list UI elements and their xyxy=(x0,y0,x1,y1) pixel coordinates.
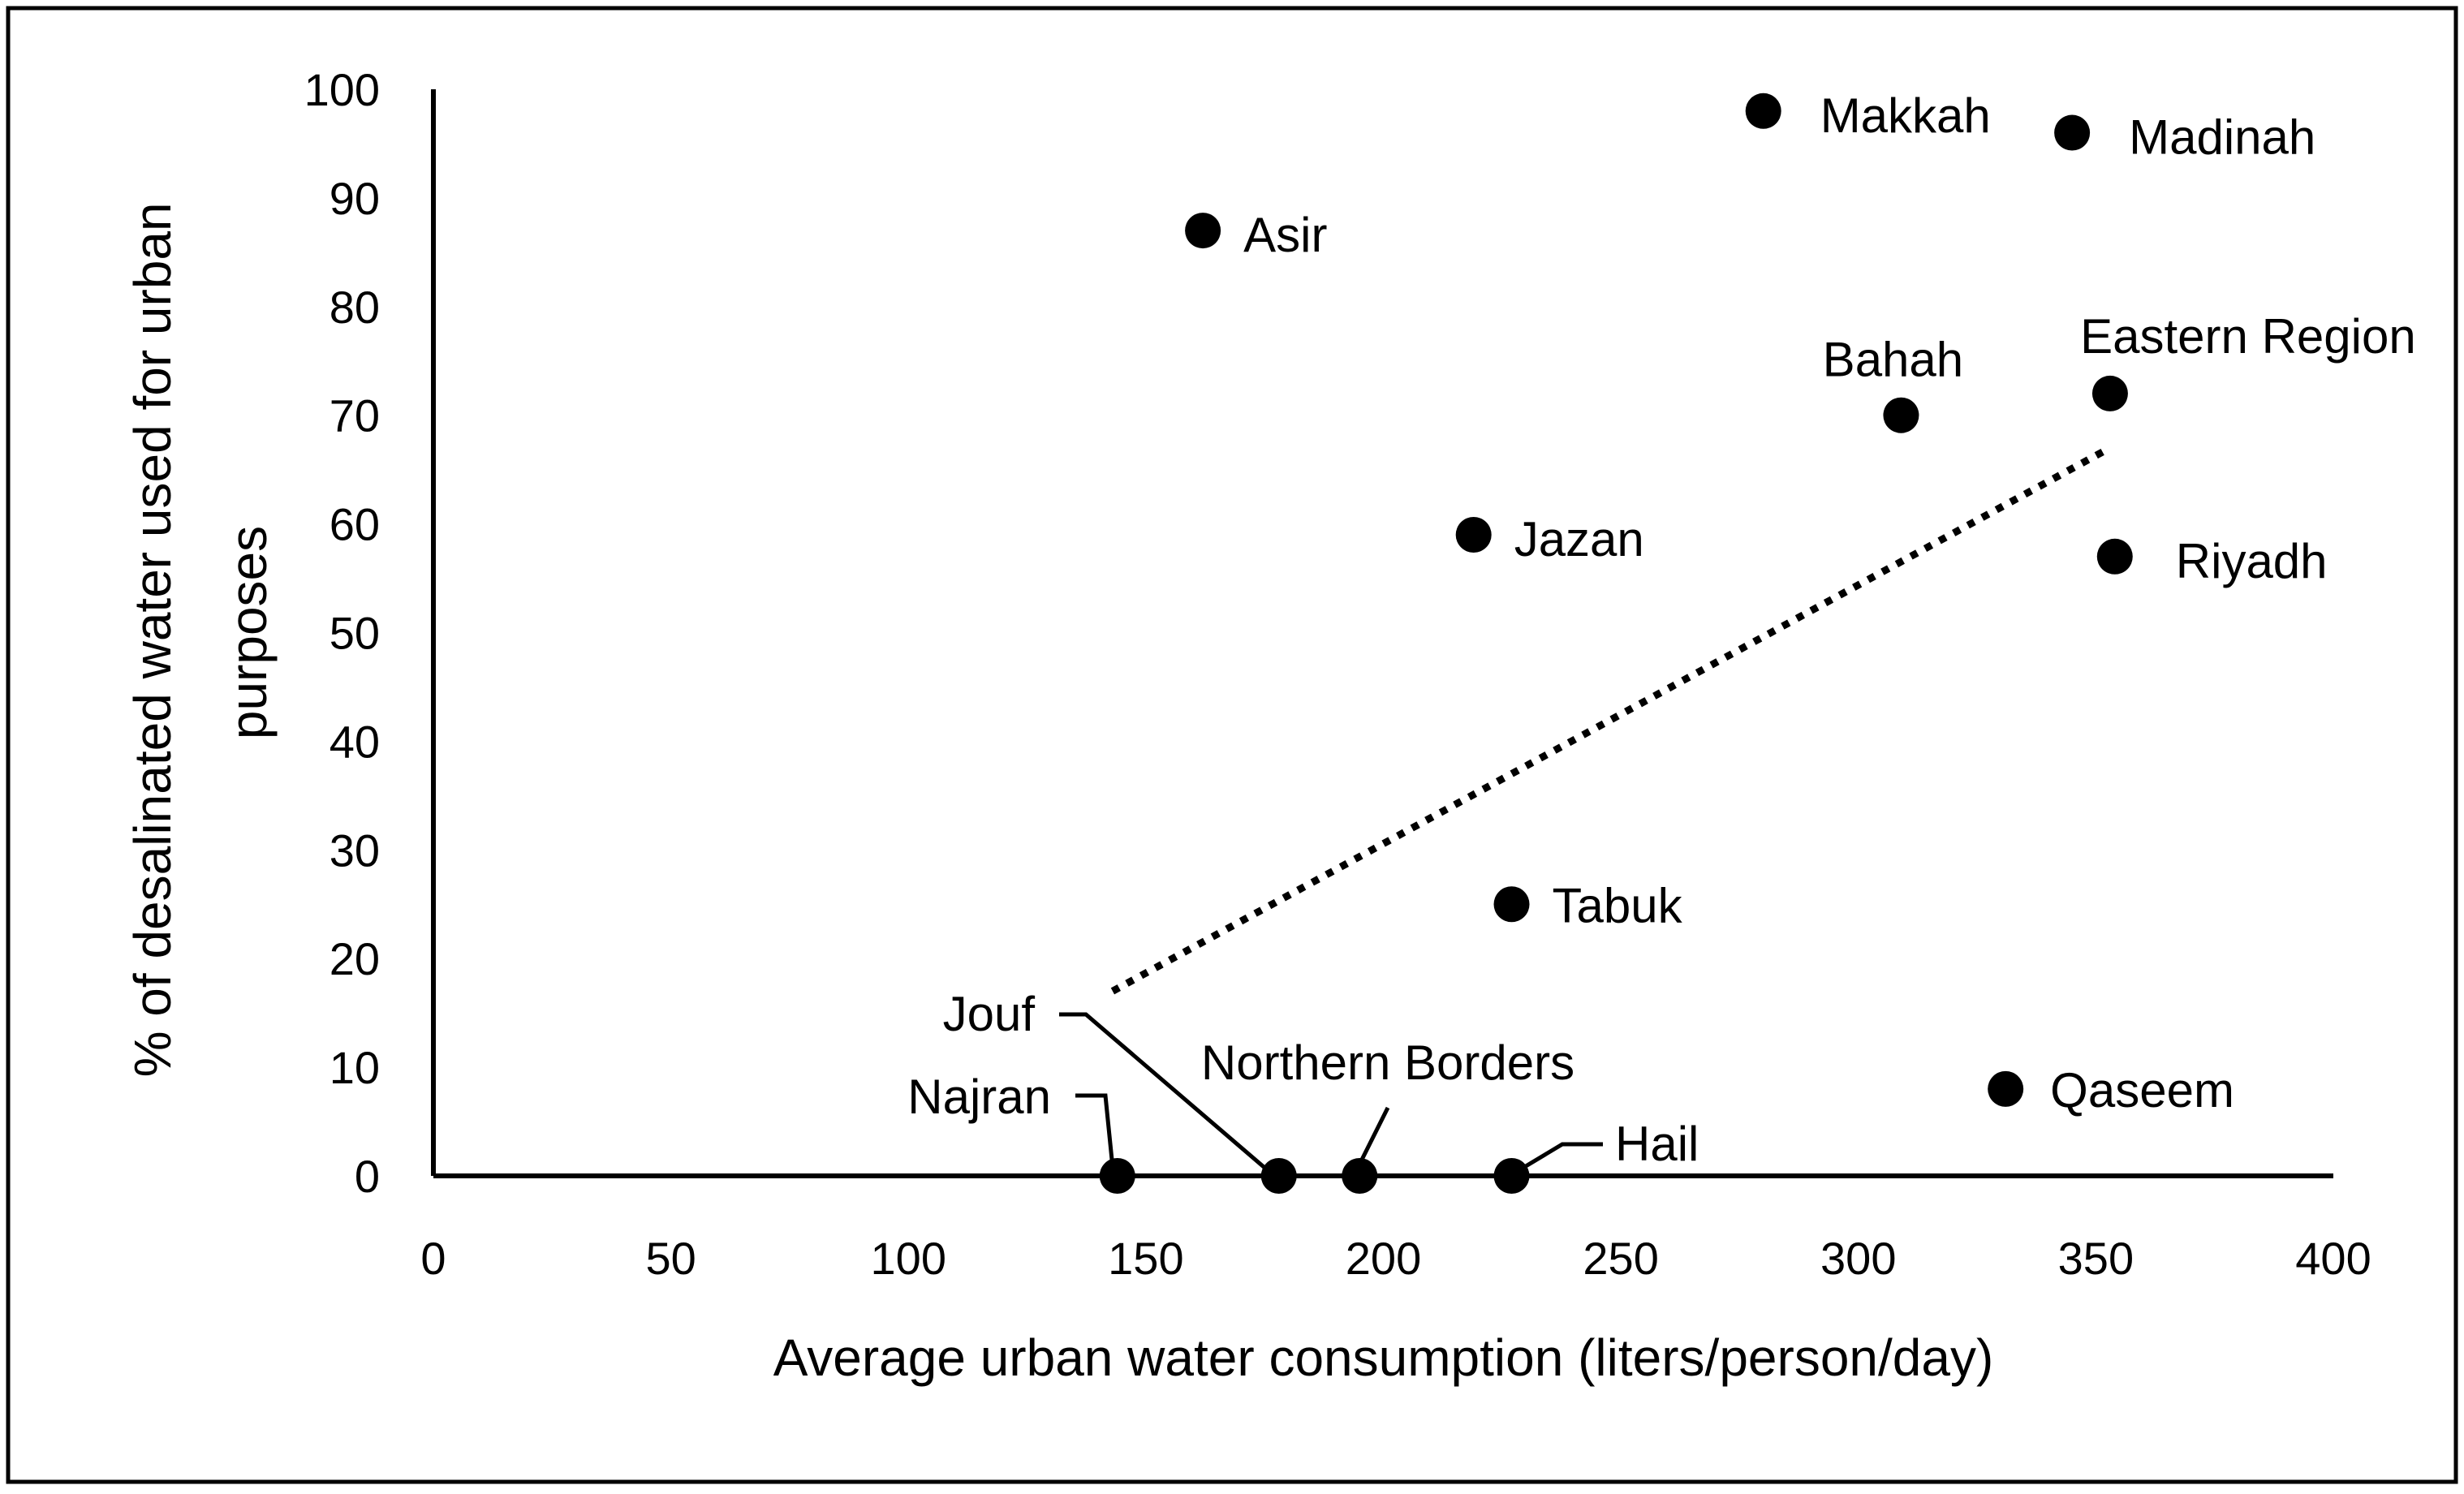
point-label-jouf: Jouf xyxy=(943,987,1036,1041)
x-tick-label-300: 300 xyxy=(1820,1233,1896,1284)
leader-line-hail xyxy=(1508,1142,1603,1178)
point-najran xyxy=(1099,1158,1135,1194)
y-tick-label-20: 20 xyxy=(330,933,380,984)
point-riyadh xyxy=(2096,538,2133,575)
y-axis-title-line-1: % of desalinated water used for urban xyxy=(123,202,182,1077)
point-tabuk xyxy=(1493,886,1530,923)
leader-line-jouf xyxy=(1059,1012,1276,1178)
point-label-riyadh: Riyadh xyxy=(2176,534,2328,588)
chart-border xyxy=(6,6,2458,1484)
y-tick-label-40: 40 xyxy=(330,716,380,767)
point-label-jazan: Jazan xyxy=(1514,512,1644,566)
point-label-asir: Asir xyxy=(1243,208,1327,262)
y-tick-label-90: 90 xyxy=(330,173,380,224)
point-jazan xyxy=(1455,516,1492,553)
y-tick-label-0: 0 xyxy=(355,1151,380,1202)
point-labels: Makkah Madinah Asir Bahah Eastern Region Jaza… xyxy=(907,88,2415,1171)
y-tick-label-70: 70 xyxy=(330,390,380,441)
point-label-qaseem: Qaseem xyxy=(2050,1063,2234,1117)
x-tick-label-350: 350 xyxy=(2058,1233,2134,1284)
x-tick-label-400: 400 xyxy=(2295,1233,2371,1284)
point-makkah xyxy=(1745,93,1781,129)
x-tick-label-150: 150 xyxy=(1108,1233,1183,1284)
x-tick-label-250: 250 xyxy=(1583,1233,1658,1284)
point-label-northern-borders: Northern Borders xyxy=(1201,1035,1574,1090)
point-bahah xyxy=(1883,397,1919,433)
point-label-najran: Najran xyxy=(907,1070,1051,1124)
point-asir xyxy=(1185,213,1221,249)
point-madinah xyxy=(2054,114,2091,151)
trendline xyxy=(1110,444,2113,995)
point-label-hail: Hail xyxy=(1615,1117,1699,1171)
point-label-makkah: Makkah xyxy=(1820,88,1991,143)
y-tick-label-60: 60 xyxy=(330,499,380,550)
y-axis-title-line-2: purposes xyxy=(219,526,278,739)
y-tick-label-100: 100 xyxy=(304,64,380,115)
x-tick-label-200: 200 xyxy=(1346,1233,1421,1284)
y-axis-title: % of desalinated water used for urban pu… xyxy=(123,188,278,1078)
point-hail xyxy=(1493,1158,1530,1194)
y-tick-label-30: 30 xyxy=(330,824,380,876)
point-label-eastern-region: Eastern Region xyxy=(2080,309,2416,364)
y-tick-label-50: 50 xyxy=(330,608,380,659)
x-tick-labels: 0 50 100 150 200 250 300 350 400 xyxy=(420,1233,2371,1284)
x-tick-label-0: 0 xyxy=(420,1233,446,1284)
y-tick-label-10: 10 xyxy=(330,1042,380,1093)
y-tick-label-80: 80 xyxy=(330,282,380,333)
y-tick-labels: 0 10 20 30 40 50 60 70 80 90 100 xyxy=(304,64,380,1202)
data-points xyxy=(1099,93,2133,1194)
point-eastern-region xyxy=(2091,375,2128,411)
point-qaseem xyxy=(1988,1070,2024,1107)
point-northern-borders xyxy=(1342,1158,1378,1194)
leader-line-najran xyxy=(1075,1093,1116,1177)
x-tick-label-100: 100 xyxy=(871,1233,946,1284)
point-label-madinah: Madinah xyxy=(2129,110,2315,165)
point-label-bahah: Bahah xyxy=(1823,333,1964,387)
point-jouf xyxy=(1260,1158,1297,1194)
x-axis-title: Average urban water consumption (liters/… xyxy=(773,1328,1994,1387)
x-tick-label-50: 50 xyxy=(645,1233,696,1284)
point-label-tabuk: Tabuk xyxy=(1553,878,1683,932)
